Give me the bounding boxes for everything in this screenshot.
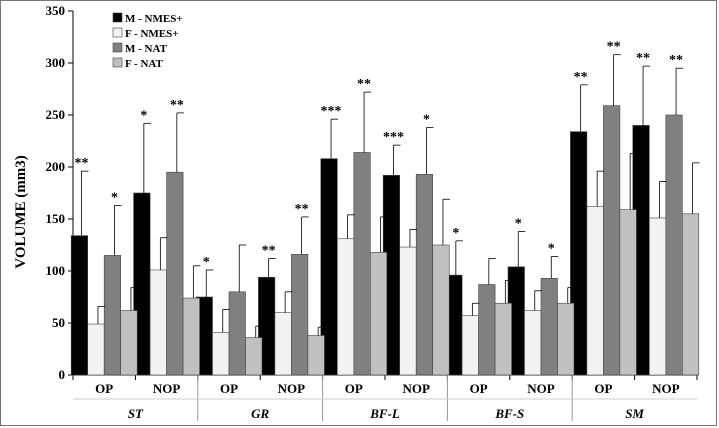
bar (307, 335, 325, 376)
y-tick-label: 150 (46, 211, 66, 226)
legend-label: F - NAT (125, 58, 164, 70)
significance-mark: ** (170, 98, 184, 113)
bar (353, 152, 371, 376)
significance-mark: * (423, 112, 430, 127)
bar (274, 312, 292, 376)
significance-mark: * (515, 216, 522, 231)
y-tick-label: 350 (46, 3, 66, 18)
significance-mark: ** (262, 244, 276, 259)
significance-mark: * (111, 190, 118, 205)
bar (87, 323, 105, 376)
bar (557, 302, 575, 376)
bar (399, 246, 417, 376)
bar (70, 235, 88, 376)
bar (665, 114, 683, 376)
category-label: OP (594, 381, 612, 396)
group-label: BF-L (369, 406, 400, 421)
legend-label: F - NMES+ (125, 28, 179, 40)
significance-mark: * (548, 241, 555, 256)
bar (369, 251, 388, 376)
bar (540, 277, 558, 376)
significance-mark: ** (607, 40, 621, 55)
significance-mark: ** (295, 202, 309, 217)
significance-mark: ** (357, 77, 371, 92)
y-tick-label: 300 (46, 55, 66, 70)
significance-mark: ** (74, 156, 88, 171)
bar (245, 337, 263, 376)
significance-mark: ** (636, 51, 650, 66)
legend-label: M - NMES+ (125, 13, 183, 25)
bar (336, 238, 355, 376)
bar (103, 255, 121, 376)
error-bars (81, 54, 700, 338)
significance-mark: * (140, 108, 147, 123)
y-tick-label: 250 (46, 107, 66, 122)
bar (432, 244, 450, 376)
significance-mark: ** (574, 70, 588, 85)
group-label: GR (251, 406, 269, 421)
legend-swatch (112, 27, 123, 38)
y-axis-label: VOLUME (mm3) (13, 155, 29, 268)
bar (149, 269, 167, 376)
bar (182, 297, 200, 376)
x-axis-labels: ST GR BF-L BF-S SM OP NOP OP NOP OP NOP OP NOP OP NOP (95, 381, 679, 421)
significance-mark: * (203, 255, 210, 270)
axes: 0 50 100 150 200 250 300 350 (46, 3, 698, 421)
significance-mark: *** (383, 130, 404, 145)
bar (478, 284, 496, 376)
legend-swatch (112, 42, 123, 53)
bars (70, 105, 700, 376)
bar (681, 213, 700, 376)
bar (586, 206, 604, 376)
significance-annotations: ******************************* (74, 40, 683, 270)
category-label: NOP (652, 381, 680, 396)
category-label: NOP (153, 381, 181, 396)
bar (603, 105, 621, 376)
legend-swatch (112, 12, 123, 23)
significance-mark: *** (321, 104, 342, 119)
bar (415, 173, 434, 376)
bar (619, 209, 637, 376)
category-label: OP (470, 381, 488, 396)
bar (461, 315, 479, 376)
category-label: NOP (527, 381, 555, 396)
significance-mark: ** (669, 53, 683, 68)
group-label: BF-S (494, 406, 524, 421)
category-label: OP (220, 381, 238, 396)
category-label: OP (95, 381, 113, 396)
bar (228, 291, 246, 376)
category-label: NOP (402, 381, 430, 396)
legend-swatch (112, 57, 123, 68)
y-tick-label: 200 (46, 159, 66, 174)
bar (212, 332, 230, 376)
bar (166, 171, 184, 376)
significance-mark: * (452, 226, 459, 241)
y-tick-label: 100 (46, 263, 66, 278)
group-label: ST (128, 406, 144, 421)
legend-label: M - NAT (125, 43, 168, 55)
y-tick-label: 0 (59, 367, 66, 382)
legend: M - NMES+ F - NMES+ M - NAT F - NAT (112, 12, 183, 70)
category-label: NOP (278, 381, 306, 396)
bar (494, 302, 512, 376)
y-tick-label: 50 (52, 315, 65, 330)
category-label: OP (345, 381, 363, 396)
bar (291, 254, 309, 376)
bar (648, 217, 667, 376)
bar (524, 310, 542, 376)
bar (120, 310, 138, 376)
group-label: SM (625, 406, 644, 421)
